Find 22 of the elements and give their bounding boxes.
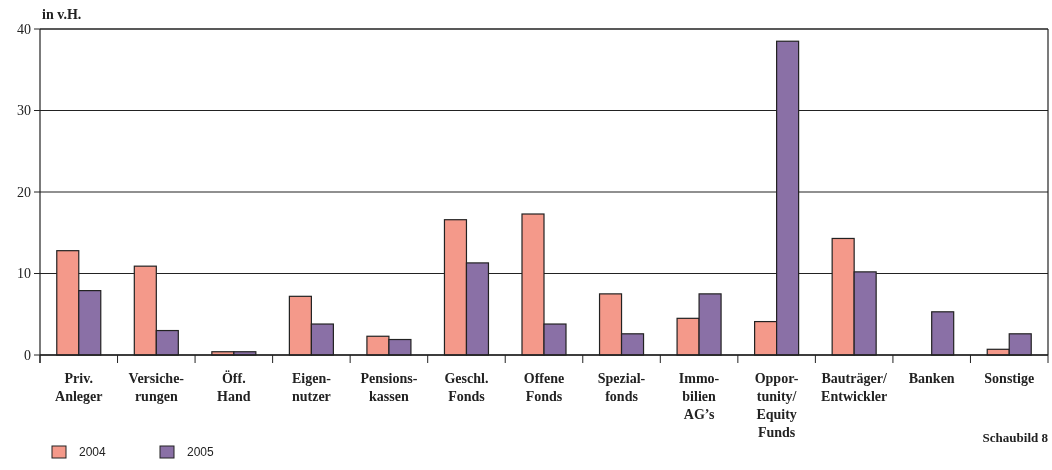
x-tick-label: Sonstige (984, 371, 1035, 386)
y-tick-label: 20 (17, 184, 31, 200)
x-tick-label: Priv. Anleger (55, 371, 103, 404)
x-tick-label: Öff. Hand (217, 370, 251, 404)
y-tick-label: 0 (24, 347, 31, 363)
y-tick-label: 40 (17, 21, 31, 37)
x-tick-label: Pensions- kassen (360, 371, 418, 404)
x-tick-label: Spezial- fonds (597, 371, 646, 404)
x-tick-label: Bauträger/ Entwickler (821, 371, 888, 404)
x-tick-label: Versiche- rungen (128, 371, 185, 404)
x-tick-label: Geschl. Fonds (444, 371, 489, 404)
y-tick-label: 10 (17, 266, 31, 282)
text: Schaubild 8 (982, 430, 1049, 445)
y-axis-title: in v.H. (42, 7, 82, 22)
x-tick-label: Banken (908, 371, 955, 386)
y-tick-label: 30 (17, 103, 31, 119)
legend-label: 2005 (187, 445, 215, 460)
x-tick-label: Immo- bilien AG’s (678, 371, 720, 422)
x-tick-label: Oppor- tunity/ Equity Funds (754, 371, 799, 440)
legend-label: 2004 (79, 445, 107, 460)
x-tick-label: Eigen- nutzer (291, 371, 332, 404)
x-tick-label: Offene Fonds (523, 371, 565, 404)
